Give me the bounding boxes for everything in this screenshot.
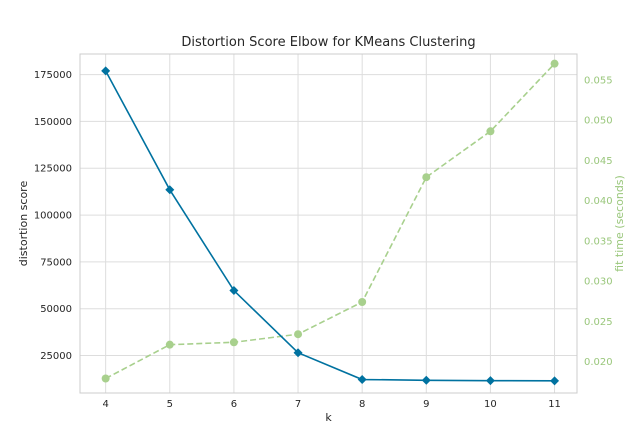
fit-time-point (550, 59, 559, 68)
x-tick-label: 4 (102, 399, 108, 410)
x-axis-label: k (325, 411, 332, 424)
y-tick-label: 50000 (40, 304, 72, 315)
fit-time-point (486, 127, 495, 136)
distortion-point (421, 375, 431, 385)
grid-layer (80, 54, 577, 393)
distortion-line (104, 70, 555, 382)
distortion-point (229, 286, 239, 296)
y2-tick-label: 0.045 (584, 156, 613, 167)
y-tick-label: 75000 (40, 257, 72, 268)
x-tick-label: 7 (295, 399, 301, 410)
distortion-point (101, 66, 111, 76)
fit-time-line (105, 63, 556, 380)
fit-time-point (165, 340, 174, 349)
y-tick-label: 175000 (34, 70, 72, 81)
y2-tick-label: 0.030 (584, 277, 613, 288)
distortion-point (485, 376, 495, 386)
y2-tick-label: 0.025 (584, 317, 613, 328)
fit-time-point (358, 298, 367, 307)
x-tick-label: 6 (231, 399, 237, 410)
distortion-point (357, 375, 367, 385)
y-tick-label: 100000 (34, 211, 72, 222)
y2-axis-label: fit time (seconds) (613, 175, 626, 272)
distortion-point (550, 376, 560, 386)
y-tick-label: 25000 (40, 351, 72, 362)
y2-tick-label: 0.040 (584, 196, 613, 207)
plot-frame (79, 53, 578, 394)
series-layer (101, 59, 560, 386)
distortion-point (293, 348, 303, 358)
ticks-layer: 4 5 6 7 8 9 10 11 25000 50000 75000 100000 125000 150… (34, 70, 613, 410)
y-tick-label: 125000 (34, 164, 72, 175)
fit-time-point (229, 338, 238, 347)
y-axis-label: distortion score (17, 181, 30, 267)
x-tick-label: 11 (548, 399, 561, 410)
y-tick-label: 150000 (34, 117, 72, 128)
chart-title: Distortion Score Elbow for KMeans Cluste… (181, 35, 475, 50)
y2-tick-label: 0.050 (584, 116, 613, 127)
fit-time-point (101, 374, 110, 383)
x-tick-label: 5 (167, 399, 173, 410)
y2-tick-label: 0.020 (584, 357, 613, 368)
y2-tick-label: 0.055 (584, 75, 613, 86)
x-tick-label: 10 (484, 399, 497, 410)
distortion-point (165, 185, 175, 195)
x-tick-label: 8 (359, 399, 365, 410)
fit-time-point (422, 173, 431, 182)
y2-tick-label: 0.035 (584, 236, 613, 247)
x-tick-label: 9 (423, 399, 429, 410)
fit-time-point (294, 330, 303, 339)
